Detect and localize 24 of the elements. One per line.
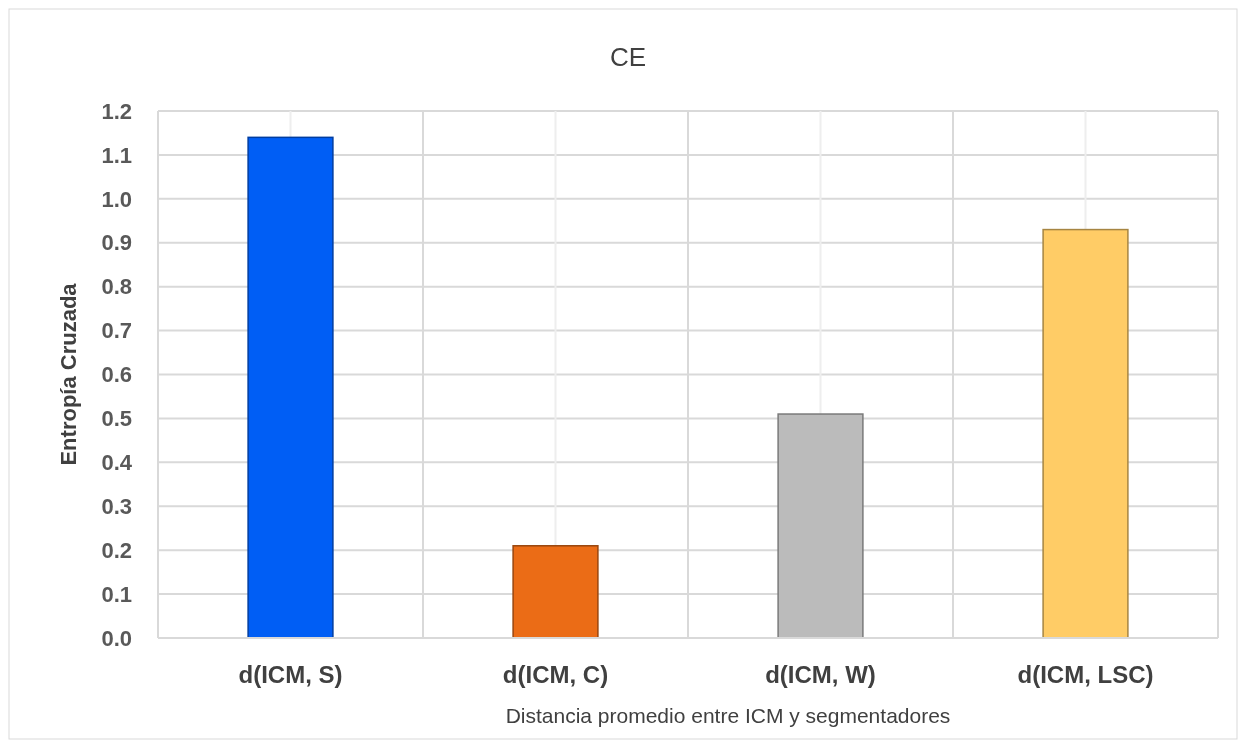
y-tick-label: 0.1 bbox=[101, 581, 132, 607]
bar bbox=[512, 545, 599, 639]
y-tick-label: 1.0 bbox=[101, 186, 132, 212]
y-tick-label: 0.8 bbox=[101, 274, 132, 300]
y-tick-label: 0.7 bbox=[101, 318, 132, 344]
y-tick-label: 0.6 bbox=[101, 362, 132, 388]
y-tick-label: 0.2 bbox=[101, 537, 132, 563]
y-tick-label: 0.5 bbox=[101, 406, 132, 432]
x-tick-label: d(ICM, LSC) bbox=[1017, 661, 1154, 688]
bar bbox=[247, 136, 334, 639]
x-tick-label: d(ICM, S) bbox=[238, 661, 343, 688]
y-tick-label: 1.1 bbox=[101, 142, 132, 168]
y-tick-label: 0.4 bbox=[101, 450, 133, 476]
y-axis-title: Entropía Cruzada bbox=[56, 282, 81, 466]
chart-title: CE bbox=[609, 42, 647, 72]
y-tick-label: 0.9 bbox=[101, 230, 132, 256]
x-axis-title: Distancia promedio entre ICM y segmentadores bbox=[505, 704, 951, 727]
y-tick-label: 0.3 bbox=[101, 493, 132, 519]
y-tick-label: 0.0 bbox=[101, 625, 132, 651]
x-tick-label: d(ICM, C) bbox=[502, 661, 609, 688]
y-tick-label: 1.2 bbox=[101, 98, 132, 124]
bar bbox=[777, 413, 864, 639]
x-tick-label: d(ICM, W) bbox=[765, 661, 876, 688]
bar bbox=[1042, 228, 1129, 639]
